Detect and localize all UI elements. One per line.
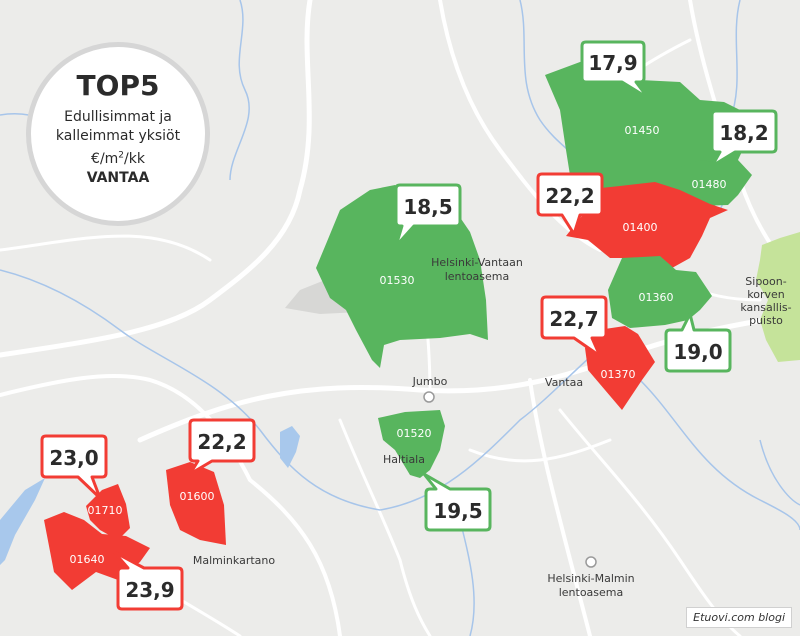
- top5-title-badge: TOP5 Edullisimmat ja kalleimmat yksiöt €…: [26, 42, 210, 226]
- price-value: 17,9: [588, 51, 637, 75]
- pond: [280, 426, 300, 468]
- zone-01600[interactable]: [166, 462, 226, 545]
- zone-code-01480: 01480: [692, 178, 727, 191]
- price-value: 18,5: [403, 195, 452, 219]
- zone-01360[interactable]: [608, 256, 712, 328]
- zone-code-01600: 01600: [180, 490, 215, 503]
- place-label-malminkartano: Malminkartano: [193, 554, 275, 567]
- zone-code-01450: 01450: [625, 124, 660, 137]
- price-callout-01710: 23,0: [40, 434, 108, 500]
- place-label-sipoonkorpi: Sipoon-korven kansallis-puisto: [740, 275, 791, 327]
- price-callout-01530: 18,5: [394, 183, 462, 248]
- price-value: 19,0: [673, 340, 722, 364]
- place-label-vantaa: Vantaa: [545, 376, 583, 389]
- price-value: 22,2: [197, 430, 246, 454]
- price-callout-01370: 22,7: [540, 295, 608, 358]
- zone-01480[interactable]: [672, 160, 752, 206]
- price-value: 22,2: [545, 184, 594, 208]
- badge-title: TOP5: [76, 69, 160, 102]
- price-callout-01360: 19,0: [664, 312, 732, 373]
- price-callout-01450: 17,9: [580, 40, 650, 100]
- zone-code-01530: 01530: [380, 274, 415, 287]
- place-label-haltiala: Haltiala: [383, 453, 425, 466]
- price-value: 23,9: [125, 578, 174, 602]
- price-callout-01640: 23,9: [112, 550, 184, 611]
- price-callout-01520: 19,5: [422, 472, 492, 532]
- badge-subtitle-line-1: Edullisimmat ja: [64, 109, 172, 125]
- price-callout-01600: 22,2: [188, 418, 256, 476]
- badge-subtitle: Edullisimmat ja kalleimmat yksiöt €/m2/k…: [31, 108, 205, 169]
- zone-code-01640: 01640: [70, 553, 105, 566]
- badge-unit: €/m2/kk: [91, 150, 145, 167]
- lake: [0, 478, 45, 565]
- price-callout-01480: 18,2: [710, 109, 778, 168]
- zone-code-01710: 01710: [88, 504, 123, 517]
- price-value: 22,7: [549, 307, 598, 331]
- price-value: 23,0: [49, 446, 98, 470]
- source-credit: Etuovi.com blogi: [686, 607, 792, 628]
- zone-01530[interactable]: [316, 185, 488, 368]
- zone-code-01520: 01520: [397, 427, 432, 440]
- zone-code-01400: 01400: [623, 221, 658, 234]
- place-label-jumbo: Jumbo: [412, 375, 448, 388]
- zone-01520[interactable]: [378, 410, 445, 478]
- price-value: 19,5: [433, 499, 482, 523]
- zone-01370[interactable]: [585, 326, 655, 410]
- zone-code-01370: 01370: [601, 368, 636, 381]
- zone-01400[interactable]: [566, 182, 728, 268]
- place-label-malmi-airport: Helsinki-Malmin lentoasema: [547, 572, 634, 599]
- national-park-area: [756, 232, 800, 362]
- price-value: 18,2: [719, 121, 768, 145]
- place-label-airport: Helsinki-Vantaan lentoasema: [431, 256, 523, 283]
- zone-code-01360: 01360: [639, 291, 674, 304]
- place-marker-malmi: [585, 556, 597, 568]
- place-marker-jumbo: [423, 391, 435, 403]
- zone-01710[interactable]: [86, 484, 130, 540]
- price-callout-01400: 22,2: [536, 172, 604, 236]
- badge-city: VANTAA: [86, 169, 150, 186]
- badge-subtitle-line-2: kalleimmat yksiöt: [55, 128, 181, 144]
